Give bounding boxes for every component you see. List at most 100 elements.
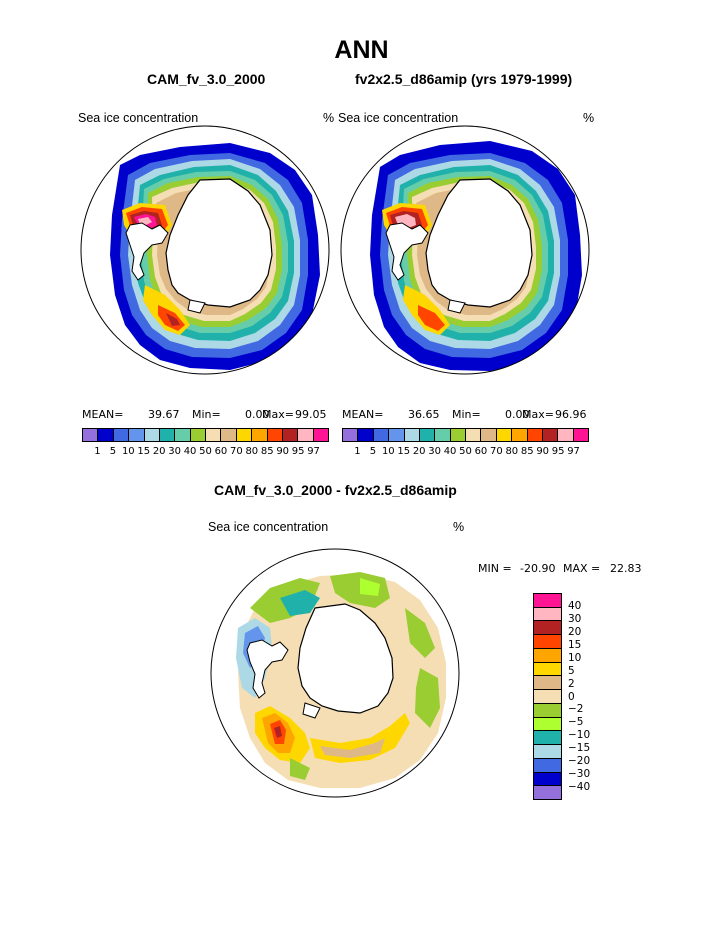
left-colorbar-tick-label: 15 xyxy=(137,446,151,457)
left-colorbar-segment xyxy=(158,429,175,441)
right-colorbar-tick-label: 95 xyxy=(551,446,565,457)
left-colorbar-tick-label: 90 xyxy=(276,446,290,457)
diff-colorbar-segment xyxy=(534,606,561,621)
right-colorbar-tick-label: 10 xyxy=(381,446,395,457)
left-colorbar-tick-label: 20 xyxy=(152,446,166,457)
diff-colorbar-segment xyxy=(534,771,561,786)
diff-colorbar-tick-label: −2 xyxy=(568,703,584,716)
left-stats-mean: 39.67 xyxy=(148,408,180,421)
diff-colorbar-tick-label: −30 xyxy=(568,768,591,781)
diff-stats-min-label: MIN = xyxy=(478,562,512,575)
left-colorbar-tick-label: 50 xyxy=(199,446,212,457)
right-colorbar-segment xyxy=(572,429,588,441)
right-colorbar-segment xyxy=(541,429,558,441)
left-polar-map xyxy=(80,125,330,375)
diff-colorbar-tick-label: −20 xyxy=(568,755,591,768)
diff-stats-max-label: MAX = xyxy=(563,562,601,575)
right-units-label: % xyxy=(583,111,595,125)
left-colorbar-tick-label: 1 xyxy=(94,446,101,457)
right-stats-mean: 36.65 xyxy=(408,408,440,421)
diff-colorbar-segment xyxy=(534,757,561,772)
right-colorbar-tick-label: 40 xyxy=(443,446,457,457)
diff-colorbar-tick-label: 40 xyxy=(568,599,582,612)
left-colorbar-tick-label: 60 xyxy=(214,446,228,457)
left-colorbar xyxy=(82,428,329,442)
diff-colorbar-segment xyxy=(534,661,561,676)
left-colorbar-ticks: 1 5 10 15 20 30 40 50 60 70 80 85 90 95 97 xyxy=(82,446,329,460)
right-colorbar-segment xyxy=(495,429,512,441)
left-variable-label: Sea ice concentration xyxy=(78,111,199,125)
diff-colorbar-tick-label: 30 xyxy=(568,612,582,625)
diff-colorbar-tick-label: −15 xyxy=(568,742,591,755)
left-colorbar-segment xyxy=(112,429,129,441)
right-stats-max: 96.96 xyxy=(555,408,587,421)
left-colorbar-tick-label: 70 xyxy=(230,446,243,457)
right-colorbar-segment xyxy=(434,429,450,441)
diff-colorbar-segment xyxy=(534,730,561,745)
right-stats-max-label: Max= xyxy=(522,408,554,421)
left-colorbar-segment xyxy=(174,429,190,441)
right-colorbar-segment xyxy=(480,429,496,441)
left-colorbar-tick-label: 5 xyxy=(109,446,117,457)
diff-variable-label: Sea ice concentration xyxy=(208,520,329,534)
left-colorbar-segment xyxy=(220,429,236,441)
left-colorbar-tick-label: 95 xyxy=(291,446,305,457)
left-colorbar-segment xyxy=(128,429,144,441)
right-colorbar-segment xyxy=(388,429,404,441)
left-colorbar-segment xyxy=(281,429,298,441)
diff-colorbar-tick-label: −40 xyxy=(568,781,591,794)
right-colorbar-segment xyxy=(465,429,481,441)
diff-colorbar-segment xyxy=(534,634,561,648)
left-stats-min: 0.00 xyxy=(245,408,270,421)
left-colorbar-segment xyxy=(189,429,205,441)
left-colorbar-segment xyxy=(97,429,113,441)
right-variable-label: Sea ice concentration xyxy=(338,111,459,125)
right-colorbar-segment xyxy=(403,429,419,441)
diff-colorbar-segment xyxy=(534,620,561,635)
right-panel-title: fv2x2.5_d86amip (yrs 1979-1999) xyxy=(355,71,573,87)
left-colorbar-tick-label: 10 xyxy=(121,446,135,457)
figure-title: ANN xyxy=(334,36,389,64)
left-colorbar-tick-label: 97 xyxy=(307,446,320,457)
left-colorbar-segment xyxy=(83,429,98,441)
diff-colorbar-segment xyxy=(534,716,561,731)
diff-colorbar-segment xyxy=(534,675,561,690)
right-colorbar-segment xyxy=(511,429,527,441)
right-colorbar xyxy=(342,428,589,442)
left-colorbar-segment xyxy=(251,429,267,441)
left-units-label: % xyxy=(323,111,335,125)
right-colorbar-tick-label: 20 xyxy=(412,446,426,457)
left-colorbar-segment xyxy=(297,429,313,441)
left-colorbar-segment xyxy=(266,429,282,441)
right-colorbar-segment xyxy=(449,429,465,441)
left-colorbar-tick-label: 85 xyxy=(260,446,274,457)
right-colorbar-tick-label: 90 xyxy=(536,446,550,457)
diff-colorbar-segment xyxy=(534,785,561,800)
diff-stats-max: 22.83 xyxy=(610,562,642,575)
left-colorbar-tick-label: 40 xyxy=(183,446,197,457)
right-colorbar-tick-label: 1 xyxy=(354,446,361,457)
right-colorbar-tick-label: 80 xyxy=(505,446,519,457)
left-stats-mean-label: MEAN= xyxy=(82,408,124,421)
left-colorbar-tick-label: 80 xyxy=(245,446,259,457)
right-colorbar-tick-label: 60 xyxy=(474,446,488,457)
diff-colorbar-tick-label: 10 xyxy=(568,651,582,664)
right-colorbar-tick-label: 97 xyxy=(567,446,580,457)
right-polar-map xyxy=(340,125,590,375)
right-colorbar-segment xyxy=(343,429,358,441)
diff-colorbar-tick-label: −10 xyxy=(568,729,591,742)
left-colorbar-tick-label: 30 xyxy=(168,446,181,457)
left-colorbar-segment xyxy=(312,429,328,441)
left-panel-title: CAM_fv_3.0_2000 xyxy=(147,71,266,87)
right-colorbar-segment xyxy=(526,429,542,441)
left-stats-max-label: Max= xyxy=(262,408,294,421)
right-colorbar-segment xyxy=(372,429,389,441)
right-stats-min: 0.00 xyxy=(505,408,530,421)
right-stats-min-label: Min= xyxy=(452,408,481,421)
right-colorbar-tick-label: 70 xyxy=(490,446,503,457)
diff-polar-map xyxy=(210,548,460,798)
right-stats-mean-label: MEAN= xyxy=(342,408,384,421)
left-colorbar-segment xyxy=(235,429,252,441)
right-colorbar-segment xyxy=(418,429,435,441)
right-colorbar-segment xyxy=(557,429,573,441)
